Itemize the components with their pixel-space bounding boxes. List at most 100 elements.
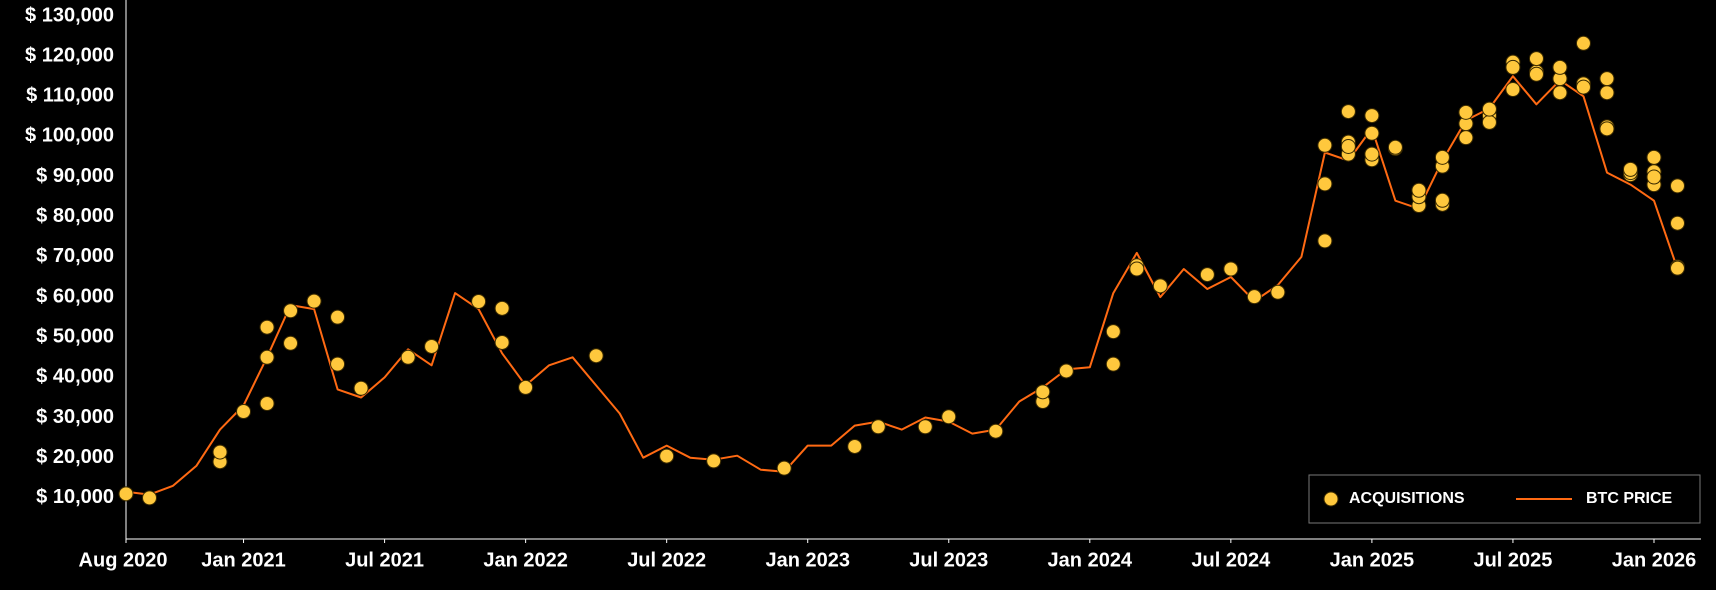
acquisition-point bbox=[1458, 130, 1474, 146]
x-tick-label: Jan 2024 bbox=[1048, 549, 1133, 571]
y-tick-label: $ 40,000 bbox=[36, 366, 114, 388]
legend-label: BTC PRICE bbox=[1586, 490, 1673, 507]
acquisition-point bbox=[1105, 324, 1121, 340]
acquisition-point bbox=[1528, 66, 1544, 82]
acquisition-point bbox=[988, 423, 1004, 439]
x-tick-label: Jan 2025 bbox=[1330, 549, 1415, 571]
acquisition-point bbox=[1317, 176, 1333, 192]
acquisition-point bbox=[1481, 114, 1497, 130]
acquisition-point bbox=[1552, 59, 1568, 75]
acquisition-point bbox=[142, 490, 158, 506]
acquisition-point bbox=[917, 419, 933, 435]
acquisition-point bbox=[1622, 161, 1638, 177]
legend-box bbox=[1308, 474, 1701, 524]
x-tick-label: Jul 2023 bbox=[909, 549, 988, 571]
acquisition-point bbox=[353, 380, 369, 396]
acquisition-point bbox=[1340, 104, 1356, 120]
acquisition-point bbox=[518, 379, 534, 395]
acquisition-point bbox=[1669, 260, 1685, 276]
acquisition-point bbox=[1270, 284, 1286, 300]
acquisition-point bbox=[1364, 146, 1380, 162]
acquisition-point bbox=[306, 293, 322, 309]
acquisition-point bbox=[1105, 356, 1121, 372]
acquisition-point bbox=[1340, 139, 1356, 154]
acquisition-point bbox=[1599, 85, 1615, 101]
acquisition-point bbox=[1552, 85, 1568, 101]
y-tick-label: $ 130,000 bbox=[25, 4, 114, 26]
acquisition-point bbox=[1505, 59, 1521, 75]
y-tick-label: $ 80,000 bbox=[36, 205, 114, 227]
acquisition-point bbox=[1317, 137, 1333, 153]
y-tick-label: $ 70,000 bbox=[36, 245, 114, 267]
y-tick-label: $ 20,000 bbox=[36, 446, 114, 468]
acquisition-point bbox=[1129, 261, 1145, 277]
acquisition-point bbox=[330, 309, 346, 325]
acquisition-point bbox=[1364, 125, 1380, 141]
acquisition-point bbox=[1035, 384, 1051, 400]
y-tick-label: $ 90,000 bbox=[36, 165, 114, 187]
acquisition-point bbox=[283, 335, 299, 351]
acquisition-point bbox=[847, 438, 863, 454]
acquisition-point bbox=[706, 453, 722, 469]
y-tick-label: $ 60,000 bbox=[36, 285, 114, 307]
acquisition-point bbox=[1223, 261, 1239, 277]
acquisition-point bbox=[1646, 169, 1662, 185]
acquisition-point bbox=[1317, 233, 1333, 249]
acquisition-point bbox=[588, 348, 604, 364]
x-tick-label: Jul 2021 bbox=[345, 549, 424, 571]
y-tick-label: $ 100,000 bbox=[25, 125, 114, 147]
y-tick-label: $ 10,000 bbox=[36, 486, 114, 508]
acquisition-point bbox=[1669, 178, 1685, 194]
acquisition-point bbox=[1434, 192, 1450, 208]
acquisition-point bbox=[1575, 35, 1591, 51]
acquisition-point bbox=[1411, 182, 1427, 198]
acquisition-point bbox=[400, 349, 416, 365]
acquisition-point bbox=[1505, 81, 1521, 97]
acquisition-point bbox=[1599, 121, 1615, 137]
acquisition-point bbox=[118, 486, 134, 502]
acquisition-point bbox=[212, 444, 228, 460]
acquisition-point bbox=[1058, 363, 1074, 379]
y-tick-label: $ 50,000 bbox=[36, 326, 114, 348]
y-tick-label: $ 110,000 bbox=[26, 85, 114, 107]
acquisition-point bbox=[330, 356, 346, 372]
y-tick-label: $ 30,000 bbox=[36, 406, 114, 428]
acquisition-point bbox=[236, 404, 252, 420]
y-tick-label: $ 120,000 bbox=[25, 44, 114, 66]
acquisition-point bbox=[1246, 289, 1262, 305]
acquisition-point bbox=[1646, 149, 1662, 165]
acquisition-point bbox=[1599, 71, 1615, 87]
acquisition-point bbox=[870, 419, 886, 435]
acquisition-point bbox=[1528, 51, 1544, 67]
x-tick-label: Jul 2025 bbox=[1473, 549, 1552, 571]
acquisition-point bbox=[494, 334, 510, 350]
acquisition-point bbox=[1481, 101, 1497, 117]
x-tick-label: Aug 2020 bbox=[79, 549, 168, 571]
acquisition-point bbox=[259, 395, 275, 411]
x-tick-label: Jan 2026 bbox=[1612, 549, 1697, 571]
x-tick-label: Jul 2022 bbox=[627, 549, 706, 571]
acquisition-point bbox=[1458, 104, 1474, 120]
acquisition-point bbox=[1387, 139, 1403, 155]
acquisition-point bbox=[1364, 108, 1380, 124]
acquisition-point bbox=[1575, 79, 1591, 95]
acquisition-point bbox=[1669, 215, 1685, 231]
acquisition-point bbox=[259, 349, 275, 365]
x-tick-label: Jul 2024 bbox=[1191, 549, 1271, 571]
legend-marker bbox=[1323, 491, 1339, 507]
acquisition-point bbox=[259, 319, 275, 335]
acquisition-point bbox=[283, 303, 299, 319]
acquisition-point bbox=[776, 460, 792, 476]
x-tick-label: Jan 2021 bbox=[201, 549, 286, 571]
acquisition-point bbox=[1152, 278, 1168, 294]
acquisition-point bbox=[1199, 267, 1215, 283]
x-tick-label: Jan 2023 bbox=[765, 549, 850, 571]
acquisition-point bbox=[941, 409, 957, 425]
legend-label: ACQUISITIONS bbox=[1349, 490, 1465, 507]
x-tick-label: Jan 2022 bbox=[483, 549, 568, 571]
acquisition-point bbox=[424, 338, 440, 354]
acquisition-point bbox=[494, 300, 510, 316]
acquisition-point bbox=[471, 293, 487, 309]
